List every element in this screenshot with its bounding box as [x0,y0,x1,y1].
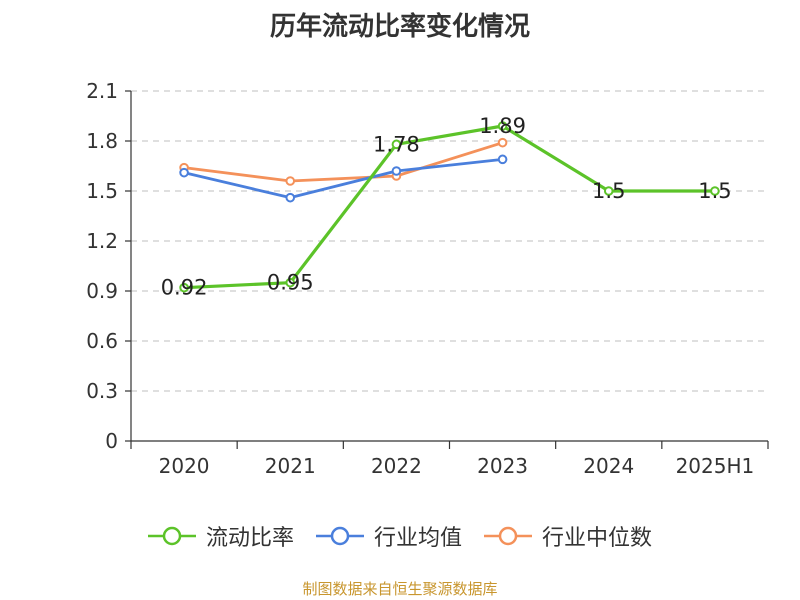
y-tick-label: 1.5 [86,179,118,203]
legend-label: 行业中位数 [542,526,653,551]
legend-marker-icon [147,525,196,547]
y-tick-label: 1.8 [86,129,118,153]
data-label: 1.89 [479,114,526,138]
data-point [285,192,296,203]
x-tick-label: 2020 [159,454,210,478]
data-point [391,139,402,150]
y-tick-label: 0 [105,429,118,453]
y-tick-label: 0.9 [86,279,118,303]
data-point [710,186,720,196]
x-axis-ticks: 2020 2021 2022 2023 2024 2025H1 [130,441,769,478]
x-tick-label: 2023 [477,454,528,478]
data-labels: 0.92 0.95 1.78 1.89 1.5 1.5 [161,114,732,300]
data-point [391,166,402,176]
legend: 流动比率 行业均值 行业中位数 [0,520,800,552]
data-point [497,154,508,165]
x-tick-label: 2021 [265,454,316,478]
legend-marker-icon [484,525,532,547]
x-tick-label: 2024 [583,454,634,478]
legend-marker-icon [315,525,364,547]
legend-item-current-ratio[interactable]: 流动比率 [147,520,294,552]
data-point [497,121,508,131]
data-label: 0.92 [161,276,208,300]
legend-item-industry-mean[interactable]: 行业均值 [315,520,462,552]
data-point [497,137,508,148]
series-lines [179,121,720,293]
axes [130,91,768,442]
data-point [179,167,189,178]
y-axis-ticks: 0 0.3 0.6 0.9 1.2 1.5 1.8 2.1 [86,79,131,453]
legend-label: 行业均值 [373,526,462,551]
y-tick-label: 0.6 [86,329,118,353]
data-label: 1.5 [698,179,731,203]
x-tick-label: 2022 [371,454,422,478]
y-tick-label: 1.2 [86,229,118,253]
data-point [603,186,614,196]
data-label: 0.95 [267,271,314,295]
source-note: 制图数据来自恒生聚源数据库 [302,580,498,598]
series-line [183,157,503,200]
data-point [285,277,296,288]
legend-item-industry-median[interactable]: 行业中位数 [484,520,652,552]
data-label: 1.5 [592,179,625,203]
series-line [183,141,504,183]
x-tick-label: 2025H1 [676,454,755,478]
chart-title: 历年流动比率变化情况 [269,12,530,42]
series-line [184,124,715,290]
y-tick-label: 2.1 [86,79,118,103]
data-label: 1.78 [373,132,420,156]
y-tick-label: 0.3 [86,379,118,403]
legend-label: 流动比率 [205,526,294,551]
data-point [285,176,296,186]
data-point [179,282,189,293]
